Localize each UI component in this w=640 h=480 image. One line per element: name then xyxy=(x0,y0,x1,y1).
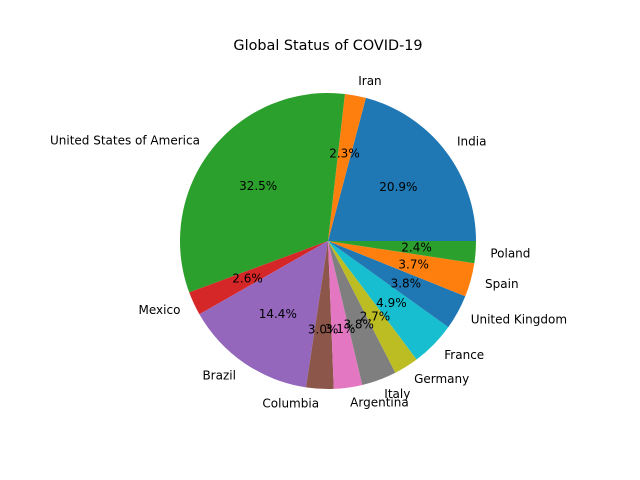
pie-labels: India 20.9% Iran 2.3% United States of Ameri… xyxy=(50,74,567,411)
slice-label-germany: Germany xyxy=(414,372,469,386)
pie-slice-germany xyxy=(328,241,417,373)
slice-label-columbia: Columbia xyxy=(262,397,319,411)
pct-label-argentina: 3.1% xyxy=(325,322,356,336)
pie-slice-columbia xyxy=(306,241,334,390)
pie-slice-iran xyxy=(328,93,366,241)
pie-slice-united-states-of-america xyxy=(180,92,345,293)
pct-label-columbia: 3.0% xyxy=(308,323,339,337)
pie-slice-argentina xyxy=(328,241,363,389)
pct-label-germany: 2.7% xyxy=(360,309,391,323)
pie-slice-poland xyxy=(328,241,476,264)
pie-slice-spain xyxy=(328,241,475,297)
pct-label-mexico: 2.6% xyxy=(232,272,263,286)
pct-label-brazil: 14.4% xyxy=(259,307,297,321)
pie-slices xyxy=(180,92,477,390)
chart-title: Global Status of COVID-19 xyxy=(233,38,422,54)
slice-label-france: France xyxy=(444,348,484,362)
pct-label-france: 4.9% xyxy=(376,296,407,310)
slice-label-united-kingdom: United Kingdom xyxy=(471,312,567,326)
pie-slice-united-kingdom xyxy=(328,241,466,328)
pie-slice-france xyxy=(328,241,449,360)
pct-label-india: 20.9% xyxy=(379,180,417,194)
pie-slice-india xyxy=(328,97,477,242)
pie-slice-italy xyxy=(328,241,396,385)
pie-slice-mexico xyxy=(189,241,328,315)
slice-label-iran: Iran xyxy=(358,74,381,88)
pie-slice-brazil xyxy=(199,241,328,388)
slice-label-united-states-of-america: United States of America xyxy=(50,134,200,148)
pct-label-poland: 2.4% xyxy=(401,241,432,255)
slice-label-poland: Poland xyxy=(490,246,530,260)
slice-label-italy: Italy xyxy=(384,387,410,401)
slice-label-argentina: Argentina xyxy=(350,395,409,409)
slice-label-india: India xyxy=(457,135,486,149)
slice-label-brazil: Brazil xyxy=(202,368,236,382)
pct-label-united-kingdom: 3.8% xyxy=(391,277,422,291)
slice-label-mexico: Mexico xyxy=(139,303,181,317)
slice-label-spain: Spain xyxy=(485,277,519,291)
pct-label-united-states-of-america: 32.5% xyxy=(239,179,277,193)
pct-label-iran: 2.3% xyxy=(329,147,360,161)
pct-label-italy: 3.8% xyxy=(343,317,374,331)
pct-label-spain: 3.7% xyxy=(398,257,429,271)
